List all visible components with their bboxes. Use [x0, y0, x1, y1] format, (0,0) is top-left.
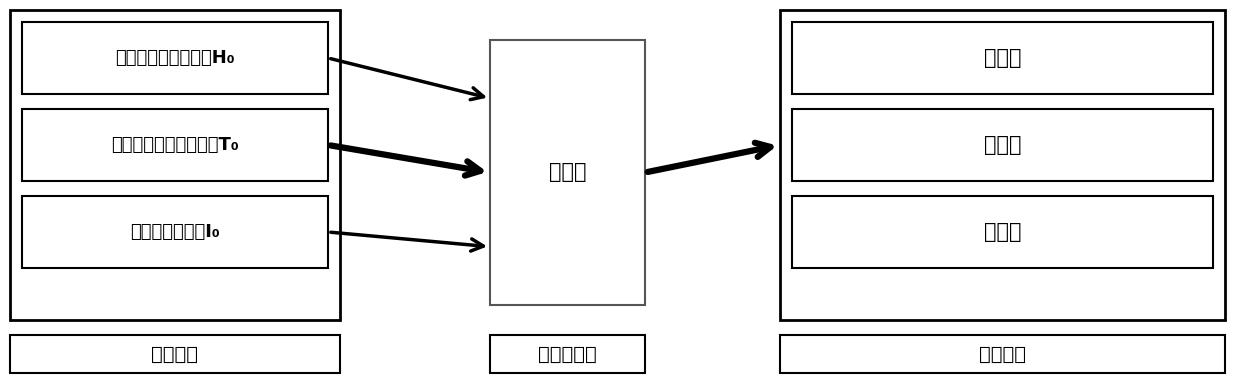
- Bar: [22, 196, 329, 268]
- Text: 主控器: 主控器: [549, 163, 587, 183]
- Text: 压缩机电流检测I₀: 压缩机电流检测I₀: [130, 223, 219, 241]
- Text: 外风机: 外风机: [983, 135, 1022, 155]
- Text: 检测模块: 检测模块: [151, 344, 198, 364]
- Text: 内风机: 内风机: [983, 222, 1022, 242]
- Text: 压缩机高压压力检测H₀: 压缩机高压压力检测H₀: [115, 49, 234, 67]
- Text: 压缩机: 压缩机: [983, 48, 1022, 68]
- Bar: [792, 22, 1213, 94]
- Text: 主控器模块: 主控器模块: [538, 344, 596, 364]
- Text: 压缩机排气管温度检测T₀: 压缩机排气管温度检测T₀: [112, 136, 239, 154]
- Bar: [780, 335, 1225, 373]
- Bar: [490, 335, 645, 373]
- Text: 负载模块: 负载模块: [980, 344, 1025, 364]
- Bar: [10, 10, 340, 320]
- Bar: [490, 40, 645, 305]
- Bar: [22, 109, 329, 181]
- Bar: [10, 335, 340, 373]
- Bar: [780, 10, 1225, 320]
- Bar: [792, 196, 1213, 268]
- Bar: [792, 109, 1213, 181]
- Bar: [22, 22, 329, 94]
